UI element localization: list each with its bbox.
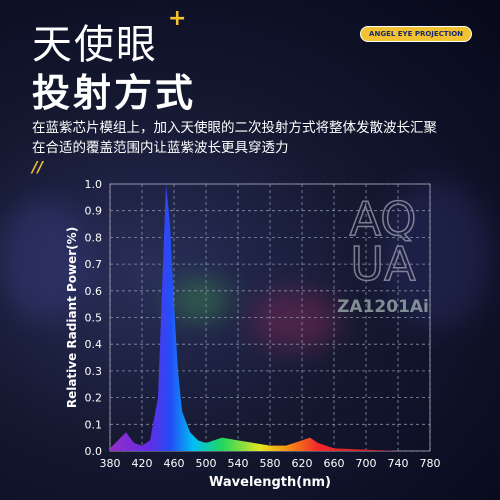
y-tick-label: 1.0	[85, 178, 103, 191]
x-tick-label: 700	[356, 457, 377, 470]
y-tick-label: 0.6	[85, 285, 103, 298]
bg-blob	[0, 200, 90, 320]
y-tick-label: 0.7	[85, 258, 103, 271]
y-tick-label: 0.9	[85, 205, 103, 218]
badge: ANGEL EYE PROJECTION	[360, 26, 472, 42]
y-tick-label: 0.3	[85, 365, 103, 378]
x-tick-label: 500	[196, 457, 217, 470]
x-tick-label: 780	[420, 457, 441, 470]
description-line: 在合适的覆盖范围内让蓝紫波长更具穿透力	[32, 140, 289, 156]
x-axis-label: Wavelength(nm)	[209, 475, 331, 490]
title-mark: +	[168, 6, 187, 31]
bg-blob	[170, 280, 230, 320]
divider: //	[32, 158, 43, 176]
x-tick-label: 540	[228, 457, 249, 470]
x-tick-label: 380	[100, 457, 121, 470]
x-tick-label: 460	[164, 457, 185, 470]
y-tick-label: 0.0	[85, 445, 103, 458]
x-tick-label: 420	[132, 457, 153, 470]
x-tick-label: 580	[260, 457, 281, 470]
title: 天使眼	[32, 22, 158, 68]
x-tick-label: 620	[292, 457, 313, 470]
y-tick-label: 0.8	[85, 231, 103, 244]
subtitle: 投射方式	[32, 71, 197, 115]
bg-blob	[250, 290, 340, 350]
watermark-model: ZA1201Ai	[337, 297, 429, 317]
description-line: 在蓝紫芯片模组上，加入天使眼的二次投射方式将整体发散波长汇聚	[32, 120, 437, 136]
y-tick-label: 0.4	[85, 338, 103, 351]
spectrum-area	[110, 184, 430, 451]
x-tick-label: 740	[388, 457, 409, 470]
y-tick-label: 0.2	[85, 392, 103, 405]
y-tick-label: 0.5	[85, 312, 103, 325]
y-tick-label: 0.1	[85, 418, 103, 431]
y-axis-label: Relative Radiant Power(%)	[65, 227, 79, 408]
description: 在蓝紫芯片模组上，加入天使眼的二次投射方式将整体发散波长汇聚 在合适的覆盖范围内…	[32, 118, 437, 158]
x-tick-label: 660	[324, 457, 345, 470]
